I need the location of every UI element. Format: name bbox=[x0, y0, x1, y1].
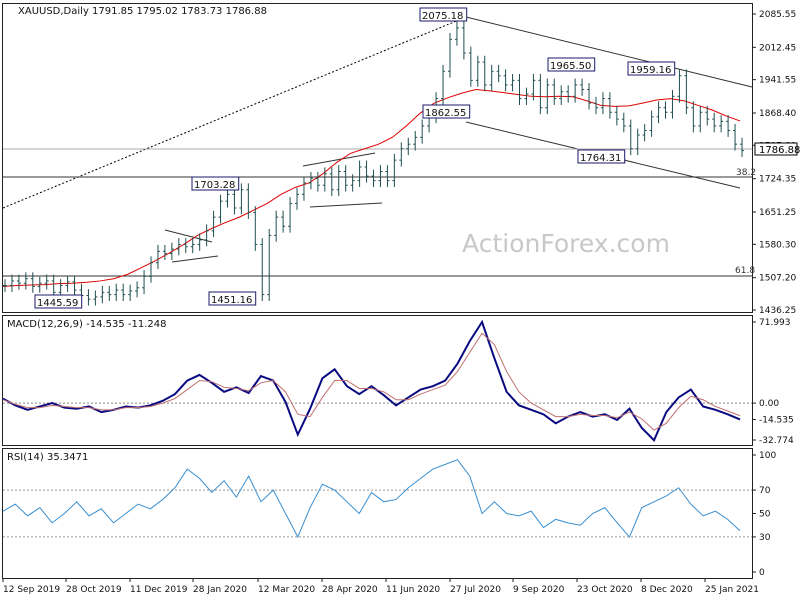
price-tick-label: 2012.45 bbox=[759, 43, 796, 53]
price-annotation-label: 1445.59 bbox=[37, 298, 78, 309]
rsi-line bbox=[2, 459, 741, 539]
ohlc-label: 1791.85 1795.02 1783.73 1786.88 bbox=[92, 6, 267, 17]
price-annotation-label: 1862.55 bbox=[425, 108, 466, 119]
macd-tick-label: 71.993 bbox=[759, 318, 791, 328]
price-tick-label: 1651.25 bbox=[759, 208, 796, 218]
price-bars bbox=[3, 21, 744, 306]
price-annotation-label: 2075.18 bbox=[422, 11, 463, 22]
date-tick-label: 12 Mar 2020 bbox=[258, 585, 315, 595]
date-tick-label: 8 Dec 2020 bbox=[641, 585, 693, 595]
price-tick-label: 1868.40 bbox=[759, 109, 796, 119]
date-tick-label: 11 Jun 2020 bbox=[386, 585, 440, 595]
watermark: ActionForex.com bbox=[462, 229, 670, 258]
date-tick-label: 11 Dec 2019 bbox=[130, 585, 188, 595]
rsi-tick-label: 30 bbox=[759, 533, 771, 543]
date-tick-label: 9 Sep 2020 bbox=[513, 585, 565, 595]
macd-tick-label: -32.774 bbox=[759, 436, 794, 446]
date-tick-label: 28 Jan 2020 bbox=[193, 585, 247, 595]
macd-tick-label: 0.00 bbox=[759, 399, 779, 409]
price-axis: 2085.552012.451941.551868.401797.601724.… bbox=[752, 10, 796, 316]
triangle-upper-line bbox=[164, 229, 213, 243]
macd-line bbox=[2, 319, 741, 443]
price-annotation-box bbox=[208, 291, 257, 306]
symbol-label: XAUUSD,Daily bbox=[18, 6, 89, 17]
triangle-lower-line bbox=[171, 255, 219, 263]
date-axis: 12 Sep 2019 28 Oct 2019 11 Dec 2019 28 Jan … bbox=[2, 578, 759, 595]
price-annotation-label: 1451.16 bbox=[211, 295, 252, 306]
price-annotations: 2075.18 1965.50 1959.16 1862.55 1764.31 1703.… bbox=[34, 7, 756, 309]
date-tick-label: 27 Jul 2020 bbox=[450, 585, 501, 595]
date-tick-label: 28 Oct 2019 bbox=[66, 585, 122, 595]
price-annotation-label: 1703.28 bbox=[194, 180, 235, 191]
price-annotation-box bbox=[419, 7, 468, 22]
date-tick-label: 12 Sep 2019 bbox=[3, 585, 60, 595]
macd-lines bbox=[2, 319, 741, 443]
price-annotation-box bbox=[422, 104, 471, 119]
macd-panel-frame bbox=[2, 315, 753, 446]
price-tick-label: 1436.25 bbox=[759, 306, 796, 316]
rsi-lines bbox=[2, 459, 741, 539]
rsi-tick-label: 0 bbox=[759, 568, 765, 578]
price-tick-label: 1724.35 bbox=[759, 175, 796, 185]
price-tick-label: 1941.55 bbox=[759, 76, 796, 86]
rsi-panel-frame bbox=[2, 448, 753, 579]
price-annotation-label: 1965.50 bbox=[550, 61, 591, 72]
rsi-tick-label: 100 bbox=[759, 451, 776, 461]
last-price-label: 1786.88 bbox=[759, 145, 800, 156]
rsi-title: RSI(14) 35.3471 bbox=[7, 452, 88, 463]
price-annotation-box bbox=[191, 176, 240, 191]
price-annotation-label: 1764.31 bbox=[580, 153, 621, 164]
rsi-tick-label: 50 bbox=[759, 510, 771, 520]
price-tick-label: 1580.30 bbox=[759, 240, 796, 250]
price-annotation-box bbox=[577, 149, 626, 164]
date-tick-label: 23 Oct 2020 bbox=[577, 585, 633, 595]
rsi-axis: 100 70 50 30 0 bbox=[3, 451, 776, 578]
fib-level-label: 38.2 bbox=[736, 168, 756, 178]
macd-axis: 71.993 0.00 -14.535 -32.774 bbox=[3, 318, 794, 446]
rsi-tick-label: 70 bbox=[759, 486, 771, 496]
price-annotation-label: 1959.16 bbox=[630, 65, 671, 76]
dotted-trendline bbox=[2, 16, 467, 209]
price-annotation-box bbox=[627, 61, 676, 76]
channel-upper-line bbox=[465, 16, 753, 88]
price-tick-label: 1507.20 bbox=[759, 274, 796, 284]
wedge-lower-line bbox=[309, 202, 383, 208]
fib-level-label: 61.8 bbox=[735, 266, 755, 276]
price-tick-label: 2085.55 bbox=[759, 10, 796, 20]
price-panel-frame bbox=[2, 3, 753, 313]
wedge-upper-line bbox=[302, 152, 376, 167]
macd-tick-label: -14.535 bbox=[759, 415, 794, 425]
last-price-box bbox=[754, 142, 798, 156]
price-annotation-box bbox=[34, 294, 83, 309]
date-tick-label: 28 Apr 2020 bbox=[322, 585, 378, 595]
date-tick-label: 25 Jan 2021 bbox=[705, 585, 759, 595]
price-annotation-box bbox=[547, 57, 596, 72]
signal-line bbox=[2, 332, 741, 431]
macd-title: MACD(12,26,9) -14.535 -11.248 bbox=[7, 319, 167, 330]
